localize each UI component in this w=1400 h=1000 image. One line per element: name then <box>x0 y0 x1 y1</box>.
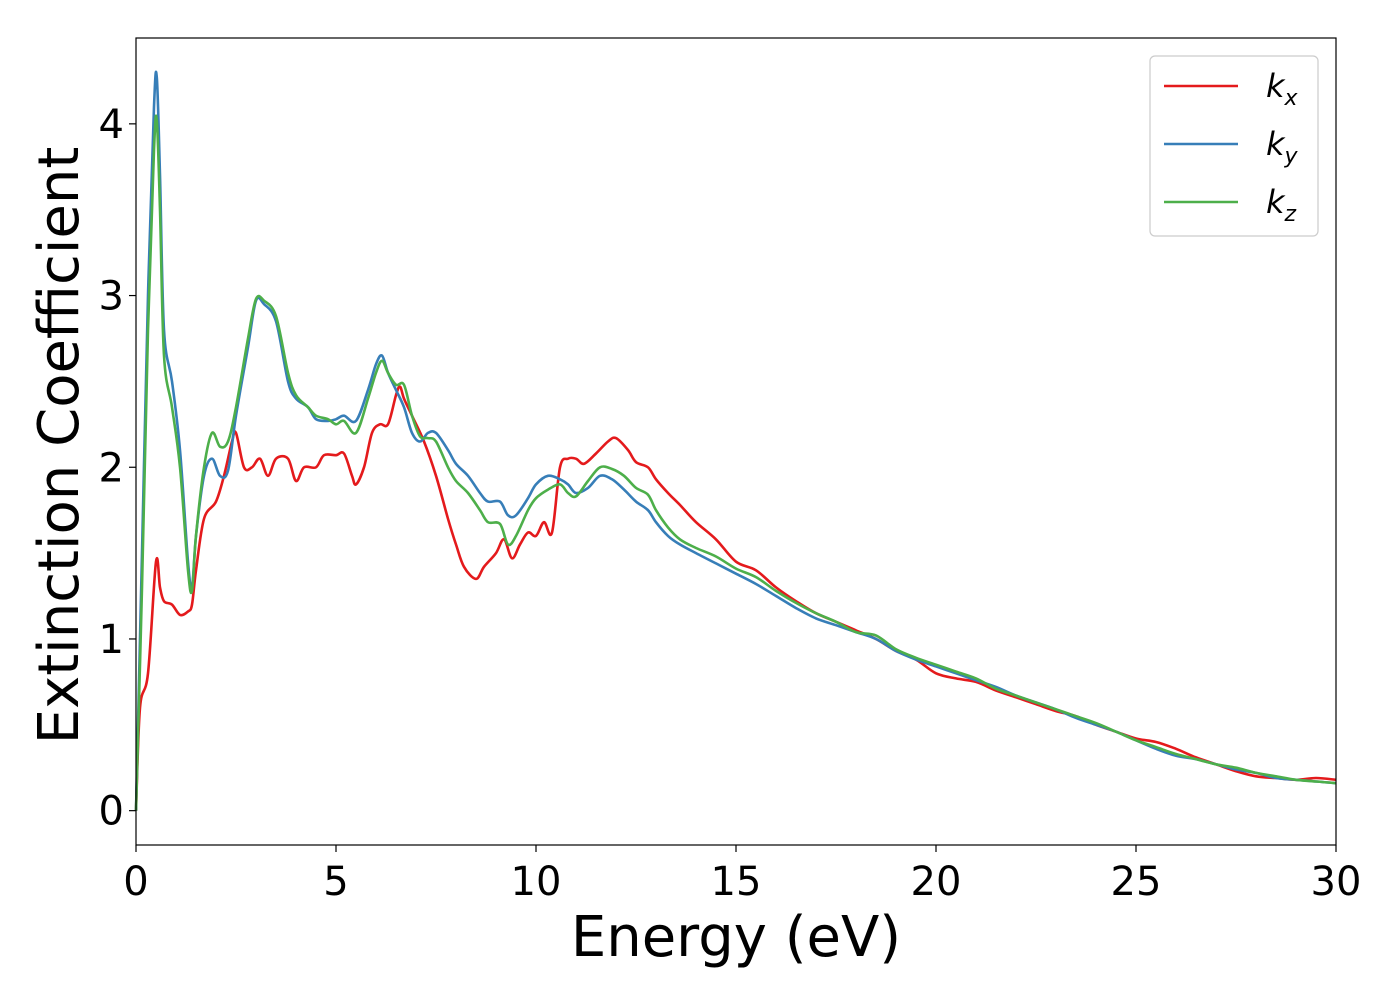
x-tick-label: 20 <box>911 859 962 905</box>
legend-label-y: ky <box>1266 125 1299 169</box>
legend-label-z: kz <box>1266 183 1297 227</box>
x-tick-label: 10 <box>511 859 562 905</box>
y-tick-label: 4 <box>99 102 124 148</box>
series-line-z <box>134 114 1337 811</box>
legend-box <box>1149 55 1319 237</box>
x-tick-label: 25 <box>1111 859 1162 905</box>
y-tick-label: 1 <box>99 617 124 663</box>
y-tick-label: 2 <box>99 445 124 491</box>
legend: kx ky kz <box>1149 55 1319 237</box>
x-axis-title: Energy (eV) <box>571 905 901 970</box>
x-tick-label: 0 <box>123 859 148 905</box>
series-line-x <box>134 385 1337 811</box>
y-axis-title: Extinction Coefficient <box>27 147 92 745</box>
y-tick-label: 0 <box>99 789 124 835</box>
x-tick-label: 30 <box>1311 859 1362 905</box>
x-tick-label: 15 <box>711 859 762 905</box>
x-tick-label: 5 <box>323 859 348 905</box>
x-axis-ticks: 0 5 10 15 20 25 30 <box>123 845 1361 905</box>
y-tick-label: 3 <box>99 274 124 320</box>
legend-label-x: kx <box>1266 67 1299 111</box>
series-layer <box>134 70 1337 811</box>
y-axis-ticks: 0 1 2 3 4 <box>99 102 136 835</box>
